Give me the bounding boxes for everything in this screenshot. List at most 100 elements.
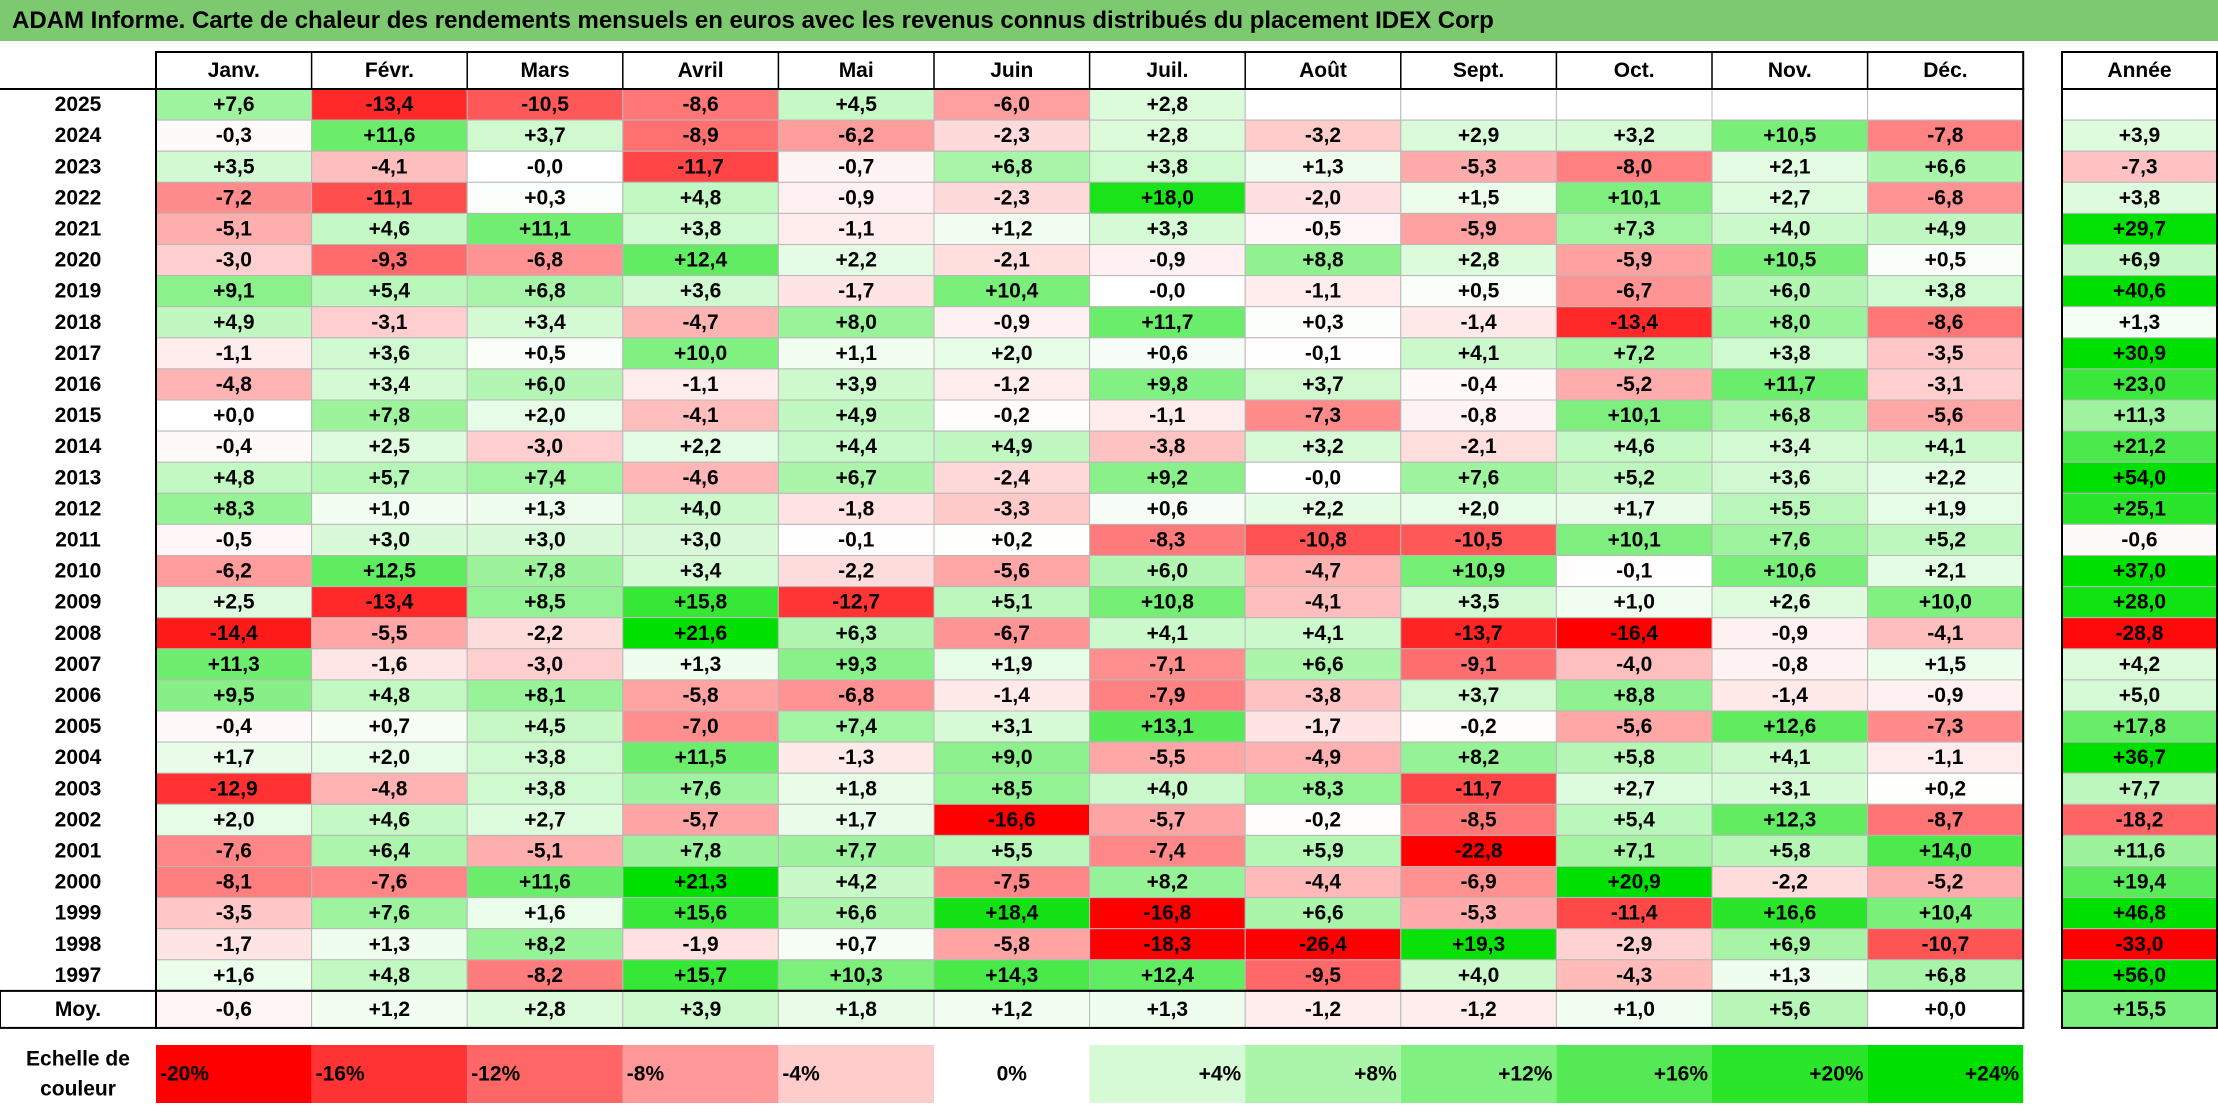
row-label: 1997 [55, 964, 102, 987]
heatmap-cell [1711, 803, 1869, 836]
cell-value: -6,0 [994, 93, 1030, 116]
heatmap-cell [622, 586, 779, 619]
cell-value: +10,6 [1763, 560, 1816, 583]
heatmap-cell [1555, 741, 1713, 774]
cell-value: +0,2 [1925, 777, 1966, 800]
cell-value: +0,7 [835, 933, 876, 956]
heatmap-cell [777, 492, 935, 525]
cell-value: +3,6 [369, 342, 410, 365]
cell-value: +1,3 [524, 497, 565, 520]
heatmap-cell [1089, 772, 1246, 805]
cell-value: +0,6 [1147, 497, 1188, 520]
color-scale-swatch [1400, 1045, 1557, 1103]
year-cell [2061, 617, 2218, 650]
row-label: 2021 [55, 217, 102, 240]
month-header: Janv. [208, 59, 260, 82]
heatmap-cell [1867, 492, 2024, 525]
cell-value: +3,7 [1302, 373, 1343, 396]
cell-value: +19,3 [1452, 933, 1505, 956]
cell-value: +21,6 [674, 622, 727, 645]
average-cell [311, 990, 468, 1029]
cell-value: -1,3 [838, 746, 874, 769]
average-year-value: +15,5 [2113, 998, 2166, 1021]
heatmap-cell [1400, 244, 1557, 277]
heatmap-cell [1867, 834, 2024, 868]
cell-value: -1,1 [216, 342, 253, 365]
heatmap-cell [622, 244, 779, 277]
cell-value: +12,4 [674, 249, 727, 272]
year-value: -7,3 [2121, 155, 2157, 178]
row-label: 2004 [55, 746, 102, 769]
cell-value: +8,0 [835, 311, 876, 334]
cell-value: +9,0 [991, 746, 1032, 769]
cell-value: +5,2 [1925, 528, 1966, 551]
cell-value: +2,1 [1925, 560, 1967, 583]
row-label: 2019 [55, 280, 102, 303]
color-scale-swatch [934, 1045, 1090, 1103]
cell-value: -3,0 [527, 653, 563, 676]
cell-value: -3,0 [527, 435, 563, 458]
cell-value: -0,2 [1461, 715, 1497, 738]
heatmap-cell [777, 586, 935, 619]
color-scale-swatch [1089, 1045, 1246, 1103]
heatmap-cell [1089, 212, 1246, 245]
heatmap-cell [1867, 555, 2024, 588]
heatmap-cell [1089, 306, 1246, 339]
title-bar: ADAM Informe. Carte de chaleur des rende… [0, 0, 2218, 41]
cell-value: -11,4 [1611, 902, 1658, 925]
color-scale-value: +24% [1965, 1063, 2020, 1086]
heatmap-cell [466, 461, 624, 494]
cell-value: -1,1 [1927, 746, 1964, 769]
cell-value: +4,9 [1925, 217, 1966, 240]
heatmap-cell [1400, 586, 1557, 619]
heatmap-cell [777, 523, 935, 557]
cell-value: +2,8 [1147, 124, 1189, 147]
cell-value: +12,4 [1141, 964, 1194, 987]
cell-value: -7,0 [683, 715, 719, 738]
cell-value: +0,0 [213, 404, 254, 427]
cell-value: +10,3 [830, 964, 883, 987]
cell-value: +2,8 [1147, 93, 1189, 116]
average-cell [155, 990, 313, 1029]
heatmap-cell [777, 866, 935, 899]
cell-value: -7,3 [1927, 715, 1963, 738]
cell-value: +7,8 [524, 560, 566, 583]
cell-value: -1,2 [994, 373, 1030, 396]
cell-value: -2,3 [994, 186, 1030, 209]
cell-value: +6,8 [1925, 964, 1967, 987]
year-cell [2061, 275, 2218, 308]
cell-value: -5,3 [1461, 902, 1497, 925]
cell-value: -8,6 [683, 93, 719, 116]
cell-value: +3,5 [1458, 591, 1500, 614]
heatmap-cell [1400, 492, 1557, 525]
row-label: 2009 [55, 591, 102, 614]
cell-value: +8,2 [524, 933, 565, 956]
heatmap-cell [622, 897, 779, 930]
heatmap-cell [1089, 492, 1246, 525]
cell-value: -3,2 [1305, 124, 1341, 147]
cell-value: -8,7 [1927, 808, 1963, 831]
heatmap-cell [466, 244, 624, 277]
cell-value: -6,8 [1927, 186, 1964, 209]
cell-value: -0,2 [1305, 808, 1341, 831]
year-value: +29,7 [2113, 217, 2166, 240]
cell-value: -12,7 [832, 591, 880, 614]
cell-value: +5,5 [991, 839, 1033, 862]
cell-value: +4,0 [1769, 217, 1810, 240]
heatmap-cell [1867, 928, 2024, 961]
average-value: +1,3 [1147, 998, 1188, 1021]
month-header: Mars [520, 59, 569, 82]
color-scale-label: couleur [40, 1078, 116, 1101]
cell-value: +10,4 [1919, 902, 1972, 925]
cell-value: -1,7 [1305, 715, 1341, 738]
cell-value: -3,5 [216, 902, 253, 925]
year-value: +37,0 [2113, 560, 2166, 583]
heatmap-cell [933, 959, 1091, 992]
cell-value: +2,0 [213, 808, 254, 831]
cell-value: -6,2 [838, 124, 874, 147]
cell-value: -16,8 [1143, 902, 1191, 925]
cell-value: +1,7 [213, 746, 254, 769]
cell-value: +4,8 [680, 186, 722, 209]
cell-value: -5,5 [1149, 746, 1186, 769]
cell-value: -8,1 [216, 871, 253, 894]
